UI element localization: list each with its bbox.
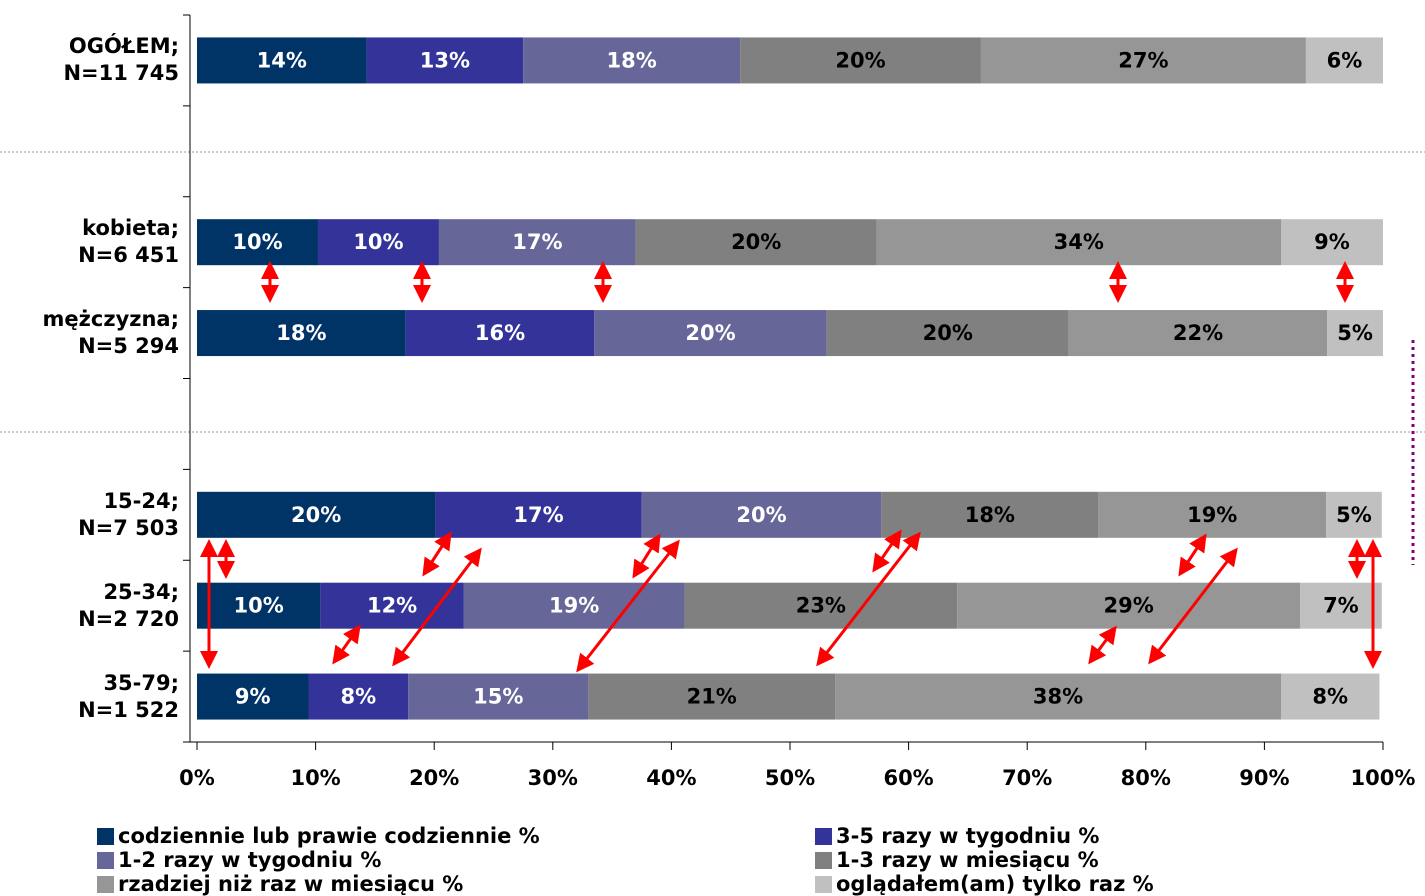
data-label: 17% [512, 230, 562, 254]
data-label: 10% [234, 594, 284, 618]
data-label: 6% [1327, 48, 1363, 72]
x-tick-label: 90% [1239, 766, 1289, 790]
data-label: 15% [473, 685, 523, 709]
data-label: 22% [1173, 321, 1223, 345]
legend-label: 1-3 razy w miesiącu % [836, 849, 1099, 872]
legend-swatch [815, 876, 832, 893]
data-label: 18% [607, 48, 657, 72]
data-label: 29% [1103, 594, 1153, 618]
data-label: 9% [1314, 230, 1350, 254]
data-label: 14% [257, 48, 307, 72]
x-tick-label: 20% [409, 766, 459, 790]
legend-label: 3-5 razy w tygodniu % [836, 825, 1099, 848]
data-label: 18% [965, 503, 1015, 527]
data-label: 20% [835, 48, 885, 72]
data-label: 16% [475, 321, 525, 345]
category-label: kobieta; N=6 451 [4, 215, 179, 269]
data-label: 12% [367, 594, 417, 618]
data-label: 18% [276, 321, 326, 345]
legend-label: 1-2 razy w tygodniu % [118, 849, 381, 872]
x-tick-label: 80% [1121, 766, 1171, 790]
legend-label: oglądałem(am) tylko raz % [836, 873, 1154, 896]
data-label: 19% [549, 594, 599, 618]
category-label: mężczyzna; N=5 294 [4, 306, 179, 360]
data-label: 10% [353, 230, 403, 254]
x-tick-label: 100% [1351, 766, 1416, 790]
legend-swatch [97, 828, 114, 845]
data-label: 27% [1118, 48, 1168, 72]
page: {"chart_data": {"type": "stacked-bar", "… [0, 0, 1425, 892]
data-label: 10% [232, 230, 282, 254]
category-label: 35-79; N=1 522 [4, 670, 179, 724]
data-label: 21% [687, 685, 737, 709]
legend-swatch [97, 876, 114, 893]
data-label: 20% [291, 503, 341, 527]
data-label: 7% [1323, 594, 1359, 618]
data-label: 20% [731, 230, 781, 254]
data-label: 20% [736, 503, 786, 527]
x-tick-label: 70% [1002, 766, 1052, 790]
data-label: 17% [513, 503, 563, 527]
x-tick-label: 60% [883, 766, 933, 790]
x-tick-label: 50% [765, 766, 815, 790]
legend-label: rzadziej niż raz w miesiącu % [118, 873, 463, 896]
data-label: 5% [1337, 321, 1373, 345]
category-label: 15-24; N=7 503 [4, 488, 179, 542]
data-label: 19% [1187, 503, 1237, 527]
data-label: 9% [235, 685, 271, 709]
data-label: 8% [1312, 685, 1348, 709]
chart: 0% 10% 20% 30% 40% 50% 60% 70% 80% 90% 100% 14% 13% 1… [0, 0, 1425, 892]
data-label: 23% [796, 594, 846, 618]
x-tick-label: 40% [646, 766, 696, 790]
category-label: OGÓŁEM; N=11 745 [4, 33, 179, 87]
data-label: 34% [1054, 230, 1104, 254]
data-label: 5% [1336, 503, 1372, 527]
legend-swatch [97, 852, 114, 869]
data-label: 13% [420, 48, 470, 72]
data-label: 20% [685, 321, 735, 345]
data-label: 20% [923, 321, 973, 345]
x-tick-label: 10% [290, 766, 340, 790]
legend-label: codziennie lub prawie codziennie % [118, 825, 540, 848]
data-label: 8% [340, 685, 376, 709]
x-tick-label: 0% [179, 766, 215, 790]
x-tick-label: 30% [528, 766, 578, 790]
legend-swatch [815, 852, 832, 869]
category-label: 25-34; N=2 720 [4, 579, 179, 633]
data-label: 38% [1033, 685, 1083, 709]
legend-swatch [815, 828, 832, 845]
